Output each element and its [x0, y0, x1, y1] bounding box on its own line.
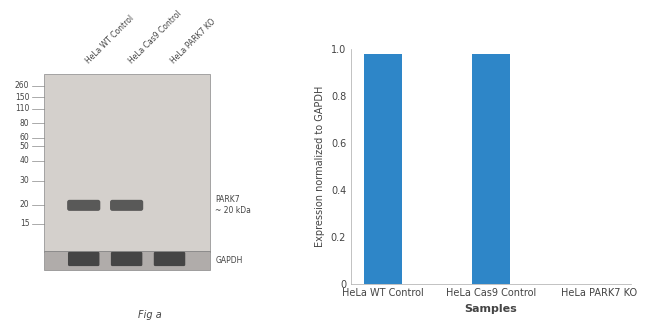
- Text: 260: 260: [15, 82, 29, 90]
- Text: 20: 20: [20, 200, 29, 210]
- FancyBboxPatch shape: [67, 200, 100, 211]
- X-axis label: Samples: Samples: [464, 304, 517, 314]
- Text: PARK7
~ 20 kDa: PARK7 ~ 20 kDa: [215, 195, 251, 215]
- Text: HeLa Cas9 Control: HeLa Cas9 Control: [127, 9, 183, 66]
- Bar: [364, 53, 402, 284]
- Text: HeLa WT Control: HeLa WT Control: [84, 14, 135, 66]
- Bar: [44, 251, 209, 270]
- Text: Fig a: Fig a: [138, 310, 161, 320]
- Text: HeLa PARK7 KO: HeLa PARK7 KO: [170, 18, 218, 66]
- FancyBboxPatch shape: [154, 252, 185, 266]
- Text: 110: 110: [15, 104, 29, 113]
- Text: 60: 60: [20, 133, 29, 142]
- Text: 150: 150: [15, 93, 29, 102]
- Y-axis label: Expression normalized to GAPDH: Expression normalized to GAPDH: [315, 85, 325, 247]
- Text: 80: 80: [20, 119, 29, 128]
- FancyBboxPatch shape: [111, 252, 142, 266]
- Bar: [472, 53, 510, 284]
- Bar: [44, 74, 209, 252]
- Text: 15: 15: [20, 219, 29, 228]
- Text: 40: 40: [20, 156, 29, 165]
- Text: 30: 30: [20, 176, 29, 185]
- Text: GAPDH: GAPDH: [215, 256, 242, 265]
- FancyBboxPatch shape: [68, 252, 99, 266]
- Text: 50: 50: [20, 142, 29, 151]
- FancyBboxPatch shape: [110, 200, 143, 211]
